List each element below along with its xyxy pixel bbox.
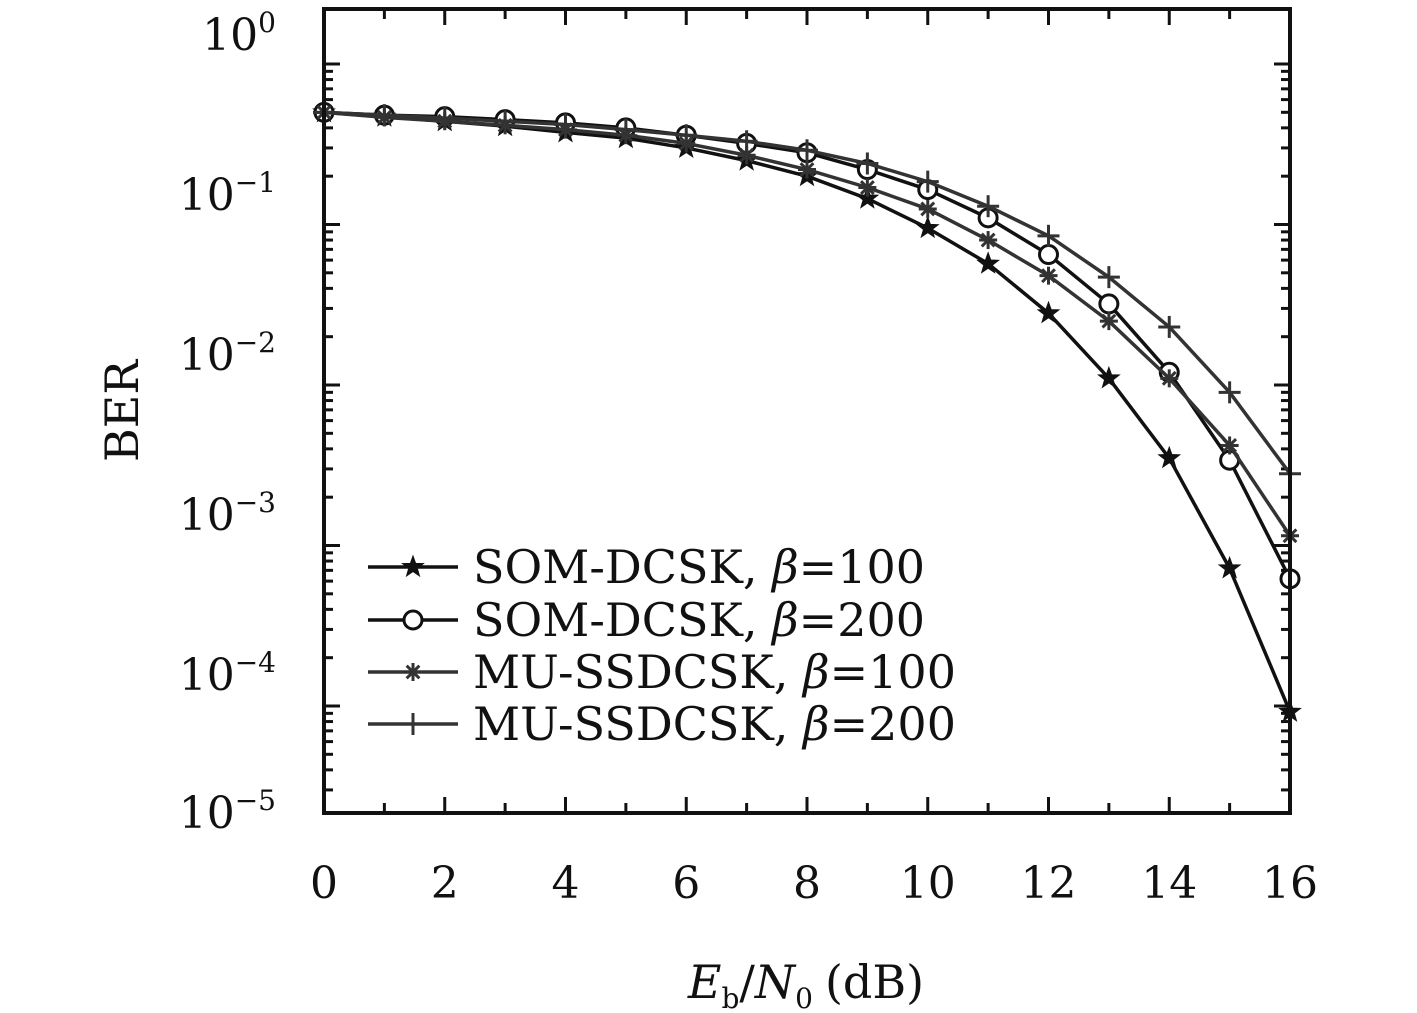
y-tick-label: 10−1 bbox=[179, 166, 276, 221]
y-tick-label: 10−2 bbox=[179, 326, 276, 381]
y-axis-label: BER bbox=[95, 359, 149, 462]
x-tick-label: 8 bbox=[793, 858, 821, 909]
data-point-circle bbox=[1098, 293, 1120, 315]
legend-entry: SOM-DCSK, β=100 bbox=[368, 540, 925, 594]
data-point-plus bbox=[916, 170, 939, 193]
legend-name: MU-SSDCSK, bbox=[473, 645, 803, 699]
data-point-plus bbox=[977, 195, 1000, 218]
legend-value: =200 bbox=[799, 593, 925, 647]
data-point-star bbox=[1157, 445, 1182, 469]
data-point-asterisk bbox=[1039, 266, 1058, 285]
legend-value: =100 bbox=[830, 645, 956, 699]
legend-label: SOM-DCSK, β=100 bbox=[473, 540, 925, 594]
x-label-slash: / bbox=[739, 955, 755, 1009]
x-label-unit: (dB) bbox=[825, 955, 924, 1009]
data-point-asterisk bbox=[1160, 369, 1179, 388]
data-point-plus bbox=[1037, 224, 1060, 247]
x-tick-label: 6 bbox=[672, 858, 700, 909]
y-tick-base: 10 bbox=[179, 330, 235, 381]
legend-value: =100 bbox=[799, 540, 925, 594]
data-point-star bbox=[855, 186, 880, 209]
legend-name: SOM-DCSK, bbox=[473, 593, 772, 647]
x-label-zero: 0 bbox=[795, 982, 813, 1013]
data-point-plus bbox=[614, 118, 637, 141]
y-tick-exp: −5 bbox=[235, 784, 276, 817]
data-point-plus bbox=[675, 124, 698, 147]
y-tick-exp: −4 bbox=[235, 646, 276, 679]
legend-beta: β bbox=[770, 540, 799, 594]
x-tick-label: 14 bbox=[1141, 858, 1197, 909]
y-tick-base: 10 bbox=[179, 490, 235, 541]
legend-label: SOM-DCSK, β=200 bbox=[473, 593, 925, 647]
legend-value: =200 bbox=[830, 697, 956, 751]
data-point-plus bbox=[1158, 315, 1181, 338]
x-tick-labels: 0 2 4 6 8 10 12 14 16 bbox=[310, 858, 1318, 909]
data-point-plus bbox=[494, 110, 517, 133]
data-point-asterisk bbox=[918, 199, 937, 218]
legend-label: MU-SSDCSK, β=200 bbox=[473, 697, 956, 751]
x-label-e: E bbox=[687, 955, 722, 1009]
x-tick-label: 2 bbox=[431, 858, 459, 909]
y-tick-exp: −1 bbox=[235, 166, 276, 199]
data-point-plus bbox=[402, 713, 424, 735]
y-tick-exp: −3 bbox=[235, 486, 276, 519]
legend-name: MU-SSDCSK, bbox=[473, 697, 803, 751]
legend-entry: MU-SSDCSK, β=100 bbox=[368, 645, 956, 699]
data-point-star bbox=[1217, 555, 1242, 579]
y-tick-base: 10 bbox=[179, 170, 235, 221]
data-point-asterisk bbox=[979, 231, 998, 250]
data-point-plus bbox=[433, 107, 456, 130]
series-2 bbox=[315, 103, 1299, 545]
y-tick-label: 10−3 bbox=[179, 486, 276, 541]
x-label-b: b bbox=[721, 982, 739, 1013]
legend-beta: β bbox=[770, 593, 799, 647]
series-3 bbox=[313, 101, 1301, 485]
data-point-asterisk bbox=[404, 663, 422, 681]
x-label-n: N bbox=[754, 955, 797, 1009]
x-tick-label: 0 bbox=[310, 858, 338, 909]
y-tick-base: 10 bbox=[202, 10, 258, 61]
data-point-star bbox=[976, 251, 1000, 274]
data-point-circle bbox=[1038, 244, 1059, 266]
data-point-plus bbox=[856, 152, 879, 175]
data-point-plus bbox=[1218, 381, 1241, 404]
y-tick-exp: 0 bbox=[258, 6, 276, 39]
data-point-asterisk bbox=[858, 178, 877, 197]
x-tick-label: 12 bbox=[1021, 858, 1077, 909]
y-tick-label: 10−5 bbox=[179, 784, 276, 839]
y-tick-label: 10−4 bbox=[179, 646, 276, 701]
data-point-star bbox=[1097, 365, 1121, 389]
y-tick-base: 10 bbox=[179, 650, 235, 701]
legend-entry: SOM-DCSK, β=200 bbox=[368, 593, 925, 647]
legend-label: MU-SSDCSK, β=100 bbox=[473, 645, 956, 699]
data-point-star bbox=[401, 554, 425, 578]
data-point-star bbox=[1036, 300, 1061, 324]
y-tick-exp: −2 bbox=[235, 326, 276, 359]
y-tick-label: 100 bbox=[202, 6, 276, 61]
legend-name: SOM-DCSK, bbox=[473, 540, 772, 594]
data-point-plus bbox=[373, 104, 396, 127]
data-point-star bbox=[915, 215, 940, 239]
x-tick-label: 4 bbox=[552, 858, 580, 909]
x-tick-label: 16 bbox=[1262, 858, 1318, 909]
legend-beta: β bbox=[801, 645, 830, 699]
legend-beta: β bbox=[801, 697, 830, 751]
data-point-asterisk bbox=[1220, 436, 1239, 455]
data-point-plus bbox=[1097, 266, 1120, 289]
data-point-plus bbox=[735, 130, 758, 153]
data-point-plus bbox=[554, 113, 577, 136]
x-axis-label: Eb/N0 (dB) bbox=[687, 955, 924, 1013]
series-line bbox=[323, 110, 1292, 580]
data-point-asterisk bbox=[1099, 312, 1118, 331]
y-tick-base: 10 bbox=[179, 788, 235, 839]
x-tick-label: 10 bbox=[900, 858, 956, 909]
plot-frame bbox=[322, 7, 1292, 815]
data-point-asterisk bbox=[798, 160, 816, 179]
data-point-plus bbox=[796, 139, 818, 162]
data-point-circle bbox=[402, 609, 424, 631]
legend-entry: MU-SSDCSK, β=200 bbox=[368, 697, 956, 751]
